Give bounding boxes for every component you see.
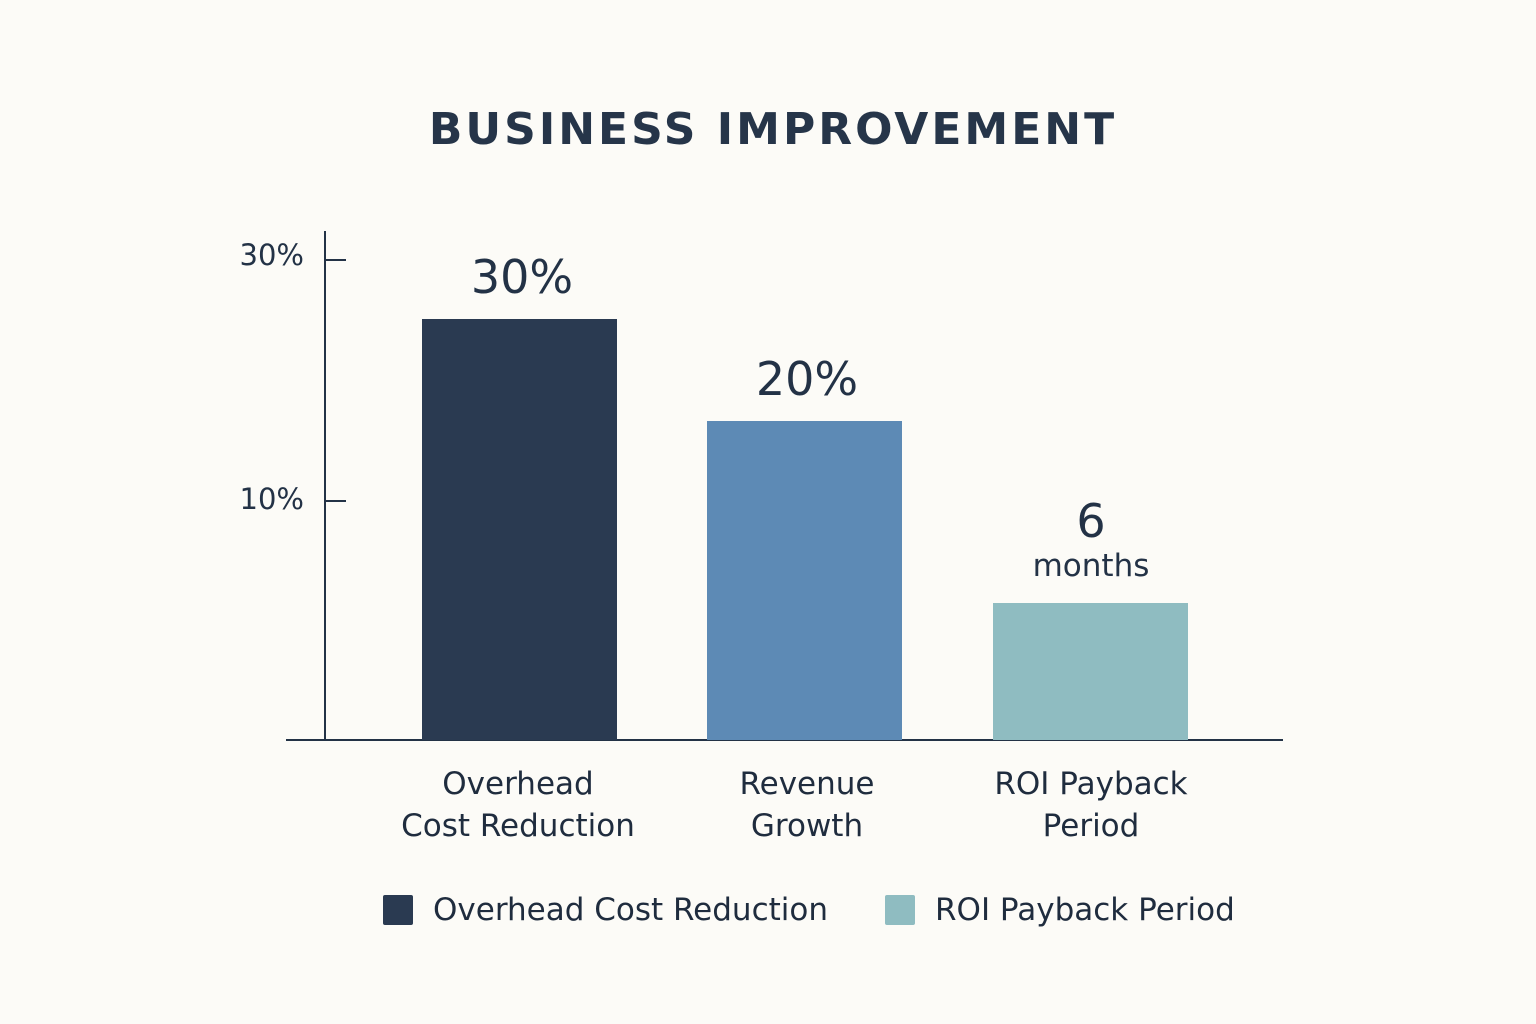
category-label-roi: ROI Payback Period	[931, 763, 1251, 847]
category-label-line: Period	[1042, 808, 1140, 844]
y-tick-10	[326, 500, 346, 502]
legend-item-roi: ROI Payback Period	[885, 892, 1235, 928]
bar-revenue-growth	[707, 421, 902, 740]
x-axis-line	[286, 739, 1283, 741]
legend-swatch-roi	[885, 895, 915, 925]
legend-label-overhead: Overhead Cost Reduction	[433, 892, 829, 928]
category-label-line: Overhead	[442, 766, 594, 802]
chart-title: BUSINESS IMPROVEMENT	[428, 104, 1118, 155]
category-label-revenue: Revenue Growth	[647, 763, 967, 847]
legend-label-roi: ROI Payback Period	[935, 892, 1235, 928]
value-label-revenue: 20%	[755, 352, 859, 406]
y-tick-label-30: 30%	[239, 238, 304, 272]
legend-swatch-overhead	[383, 895, 413, 925]
category-label-overhead: Overhead Cost Reduction	[358, 763, 678, 847]
value-unit-roi: months	[1032, 548, 1150, 584]
category-label-line: Cost Reduction	[401, 808, 635, 844]
y-tick-30	[326, 259, 346, 261]
category-label-line: Growth	[750, 808, 864, 844]
category-label-line: ROI Payback	[994, 766, 1188, 802]
y-tick-label-10: 10%	[239, 482, 304, 516]
legend-item-overhead: Overhead Cost Reduction	[383, 892, 829, 928]
category-label-line: Revenue	[739, 766, 875, 802]
bar-roi-payback-period	[993, 603, 1188, 740]
value-label-overhead: 30%	[470, 250, 574, 304]
y-axis-line	[324, 231, 326, 741]
value-label-roi: 6	[1076, 494, 1106, 548]
bar-overhead-cost-reduction	[422, 319, 617, 740]
